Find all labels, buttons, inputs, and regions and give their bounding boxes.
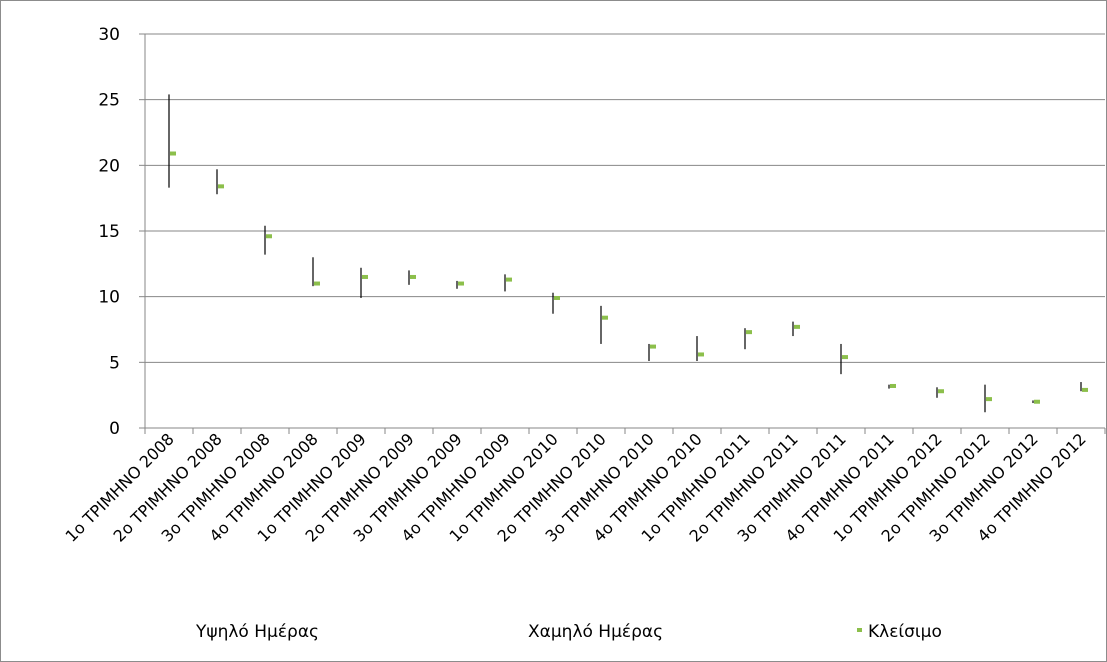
y-tick-label: 5 bbox=[109, 353, 120, 373]
close-marker bbox=[1034, 399, 1040, 404]
close-marker bbox=[506, 277, 512, 282]
close-marker bbox=[1082, 387, 1088, 392]
legend-item-low: Χαμηλό Ημέρας bbox=[528, 622, 663, 642]
data-marks bbox=[168, 94, 1088, 413]
legend-label-low: Χαμηλό Ημέρας bbox=[528, 622, 664, 642]
close-marker bbox=[602, 315, 608, 320]
close-marker bbox=[890, 383, 896, 388]
legend-close-marker-icon bbox=[857, 628, 862, 632]
close-marker bbox=[314, 281, 320, 286]
close-marker bbox=[986, 397, 992, 402]
close-marker bbox=[650, 344, 656, 349]
close-marker bbox=[458, 281, 464, 286]
legend-item-close: Κλείσιμο bbox=[857, 622, 942, 642]
close-marker bbox=[170, 151, 176, 156]
y-axis: 0 5 10 15 20 25 30 bbox=[98, 25, 146, 439]
close-marker bbox=[698, 352, 704, 357]
y-tick-label: 10 bbox=[98, 288, 120, 308]
y-tick-label: 20 bbox=[98, 156, 120, 176]
legend-label-high: Υψηλό Ημέρας bbox=[196, 622, 320, 642]
close-marker bbox=[410, 274, 416, 279]
gridlines bbox=[145, 33, 1105, 363]
y-tick-label: 0 bbox=[109, 419, 120, 439]
close-marker bbox=[842, 355, 848, 360]
y-tick-label: 25 bbox=[98, 91, 120, 111]
close-marker bbox=[362, 274, 368, 279]
close-marker bbox=[218, 184, 224, 189]
legend-label-close: Κλείσιμο bbox=[868, 622, 942, 642]
close-marker bbox=[938, 389, 944, 394]
close-marker bbox=[794, 324, 800, 329]
close-marker bbox=[266, 234, 272, 239]
y-tick-label: 15 bbox=[98, 222, 120, 242]
close-marker bbox=[746, 330, 752, 335]
legend-item-high: Υψηλό Ημέρας bbox=[196, 622, 319, 642]
close-marker bbox=[554, 295, 560, 300]
legend: Υψηλό Ημέρας Χαμηλό Ημέρας Κλείσιμο bbox=[0, 622, 1107, 652]
y-tick-label: 30 bbox=[98, 25, 120, 45]
